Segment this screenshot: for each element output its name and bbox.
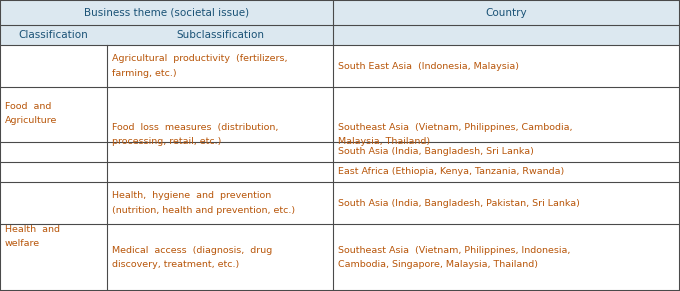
Text: Southeast Asia  (Vietnam, Philippines, Indonesia,
Cambodia, Singapore, Malaysia,: Southeast Asia (Vietnam, Philippines, In… — [338, 246, 571, 269]
Text: South Asia (India, Bangladesh, Pakistan, Sri Lanka): South Asia (India, Bangladesh, Pakistan,… — [338, 198, 580, 207]
Text: Medical  access  (diagnosis,  drug
discovery, treatment, etc.): Medical access (diagnosis, drug discover… — [112, 246, 273, 269]
Text: Agricultural  productivity  (fertilizers,
farming, etc.): Agricultural productivity (fertilizers, … — [112, 54, 288, 78]
Text: Health,  hygiene  and  prevention
(nutrition, health and prevention, etc.): Health, hygiene and prevention (nutritio… — [112, 191, 295, 215]
Text: Food  loss  measures  (distribution,
processing, retail, etc.): Food loss measures (distribution, proces… — [112, 123, 279, 146]
Bar — [0, 0, 680, 25]
Text: East Africa (Ethiopia, Kenya, Tanzania, Rwanda): East Africa (Ethiopia, Kenya, Tanzania, … — [338, 168, 564, 177]
Text: Country: Country — [486, 8, 528, 17]
Text: Food  and
Agriculture: Food and Agriculture — [5, 102, 57, 125]
Bar — [0, 25, 680, 45]
Bar — [0, 162, 680, 182]
Bar — [0, 87, 680, 142]
Text: Business theme (societal issue): Business theme (societal issue) — [84, 8, 249, 17]
Text: South East Asia  (Indonesia, Malaysia): South East Asia (Indonesia, Malaysia) — [338, 61, 519, 70]
Bar — [0, 45, 680, 87]
Text: South Asia (India, Bangladesh, Sri Lanka): South Asia (India, Bangladesh, Sri Lanka… — [338, 148, 534, 157]
Text: Health  and
welfare: Health and welfare — [5, 225, 60, 248]
Bar — [0, 224, 680, 291]
Text: Southeast Asia  (Vietnam, Philippines, Cambodia,
Malaysia, Thailand): Southeast Asia (Vietnam, Philippines, Ca… — [338, 123, 573, 146]
Bar — [0, 142, 680, 162]
Bar — [0, 182, 680, 224]
Text: Classification: Classification — [19, 30, 88, 40]
Text: Subclassification: Subclassification — [176, 30, 265, 40]
